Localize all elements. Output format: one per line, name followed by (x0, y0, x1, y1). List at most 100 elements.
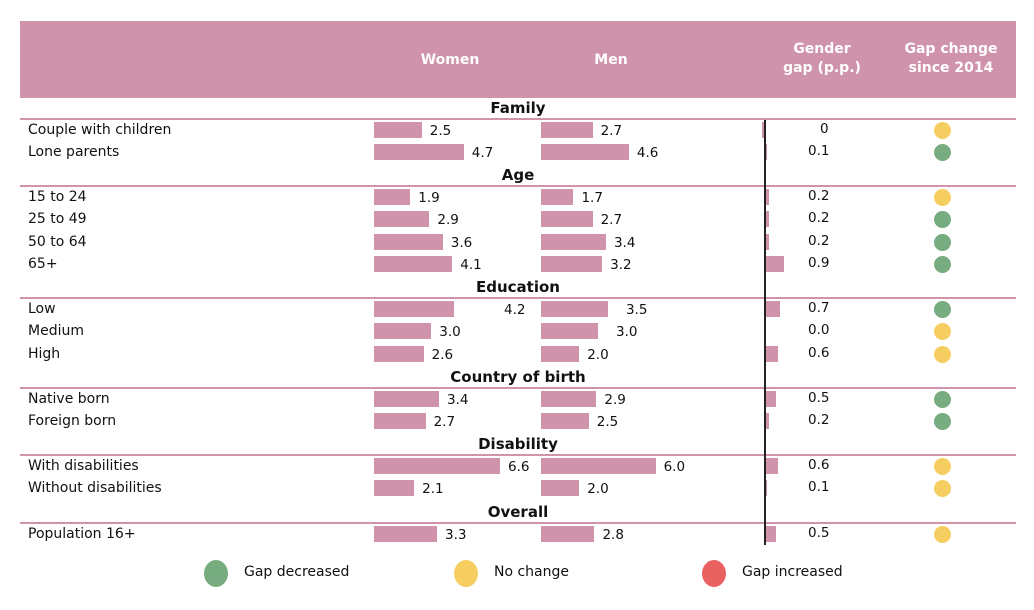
gap-value: 0 (820, 121, 829, 137)
row-label: 65+ (28, 256, 58, 273)
gap-change-dot (934, 345, 951, 363)
men-value: 3.2 (610, 257, 632, 274)
section-title: Overall (487, 503, 549, 521)
women-value: 2.5 (429, 123, 452, 139)
legend-dot-nochange (454, 560, 478, 587)
gap-change-dot (934, 413, 951, 431)
gap-change-dot (934, 122, 951, 139)
section-divider (20, 118, 1016, 120)
table-header (20, 21, 1016, 98)
women-value: 2.9 (437, 212, 459, 229)
women-value: 4.2 (504, 302, 526, 318)
gap-value: 0.6 (808, 457, 830, 473)
gap-bar (765, 256, 784, 273)
men-bar (541, 391, 597, 407)
section-title: Disability (478, 435, 558, 453)
women-bar (374, 256, 453, 273)
women-bar (374, 189, 411, 205)
row-label: Couple with children (28, 122, 172, 138)
gap-value: 0.2 (808, 232, 830, 249)
men-value: 2.8 (602, 527, 624, 543)
legend-label-decreased: Gap decreased (244, 564, 350, 580)
legend-label-nochange: No change (494, 564, 570, 580)
gap-change-dot (934, 301, 951, 318)
women-bar (374, 391, 439, 407)
gap-value: 0.7 (808, 300, 830, 316)
legend-dot-decreased (204, 560, 228, 587)
legend-dot-increased (702, 560, 726, 587)
men-value: 6.0 (663, 459, 686, 475)
row-label: Without disabilities (28, 480, 162, 497)
row-label: Native born (28, 391, 110, 407)
header-gender-gap: Gender gap (p.p.) (772, 40, 872, 78)
women-bar (374, 122, 422, 138)
men-value: 4.6 (636, 145, 659, 162)
row-label: Medium (28, 323, 84, 340)
gap-value: 0.5 (808, 525, 830, 541)
header-gender-gap-line2: gap (p.p.) (783, 60, 861, 76)
section-divider (20, 185, 1016, 187)
gap-value: 0.5 (808, 390, 830, 406)
gap-bar (762, 122, 764, 138)
gap-axis-line (764, 120, 766, 545)
gap-value: 0.2 (808, 412, 830, 429)
men-bar (541, 144, 629, 161)
women-value: 3.3 (445, 527, 467, 543)
section-title: Family (490, 99, 546, 117)
gap-bar (765, 211, 770, 228)
women-value: 4.7 (471, 145, 494, 162)
header-gap-change-line1: Gap change (904, 41, 998, 57)
men-value: 2.0 (587, 481, 609, 498)
gap-bar (765, 480, 768, 497)
gap-bar (765, 391, 776, 407)
gap-value: 0.2 (808, 210, 830, 227)
men-bar (541, 211, 593, 228)
men-bar (541, 480, 580, 497)
women-value: 2.1 (422, 481, 444, 498)
men-bar (541, 413, 589, 430)
gap-value: 0.9 (808, 255, 830, 272)
gap-change-dot (934, 189, 951, 206)
women-value: 3.6 (450, 234, 473, 251)
row-label: 25 to 49 (28, 211, 87, 228)
section-title: Education (476, 278, 560, 296)
gap-bar (765, 233, 770, 250)
section-title: Age (501, 166, 535, 184)
men-bar (541, 122, 593, 138)
men-value: 1.7 (581, 190, 603, 206)
gap-change-dot (934, 458, 951, 475)
row-label: 15 to 24 (28, 189, 87, 205)
gap-value: 0.2 (808, 188, 830, 204)
header-women: Women (420, 52, 480, 68)
women-value: 3.0 (439, 324, 461, 341)
gap-bar (765, 413, 770, 430)
gap-bar (765, 458, 778, 474)
men-bar (541, 301, 608, 317)
section-divider (20, 454, 1016, 456)
header-gap-change: Gap change since 2014 (886, 40, 1016, 78)
men-bar (541, 189, 574, 205)
gap-change-dot (934, 233, 951, 251)
women-bar (374, 211, 430, 228)
women-bar (374, 526, 438, 542)
women-value: 2.7 (433, 414, 456, 431)
men-value: 3.4 (613, 234, 636, 251)
gap-bar (765, 345, 778, 362)
gap-change-dot (934, 391, 951, 408)
women-value: 4.1 (460, 257, 482, 274)
women-bar (374, 345, 424, 362)
gap-bar (765, 526, 776, 542)
gap-bar (765, 301, 780, 317)
gap-change-dot (934, 323, 951, 341)
men-value: 3.0 (616, 324, 638, 341)
women-bar (374, 233, 443, 250)
row-label: With disabilities (28, 458, 139, 474)
women-value: 2.6 (431, 346, 454, 363)
women-bar (374, 480, 415, 497)
header-men: Men (594, 52, 628, 68)
gap-value: 0.0 (808, 322, 830, 339)
row-label: High (28, 345, 61, 362)
men-value: 3.5 (626, 302, 648, 318)
section-divider (20, 297, 1016, 299)
legend-label-increased: Gap increased (742, 564, 843, 580)
